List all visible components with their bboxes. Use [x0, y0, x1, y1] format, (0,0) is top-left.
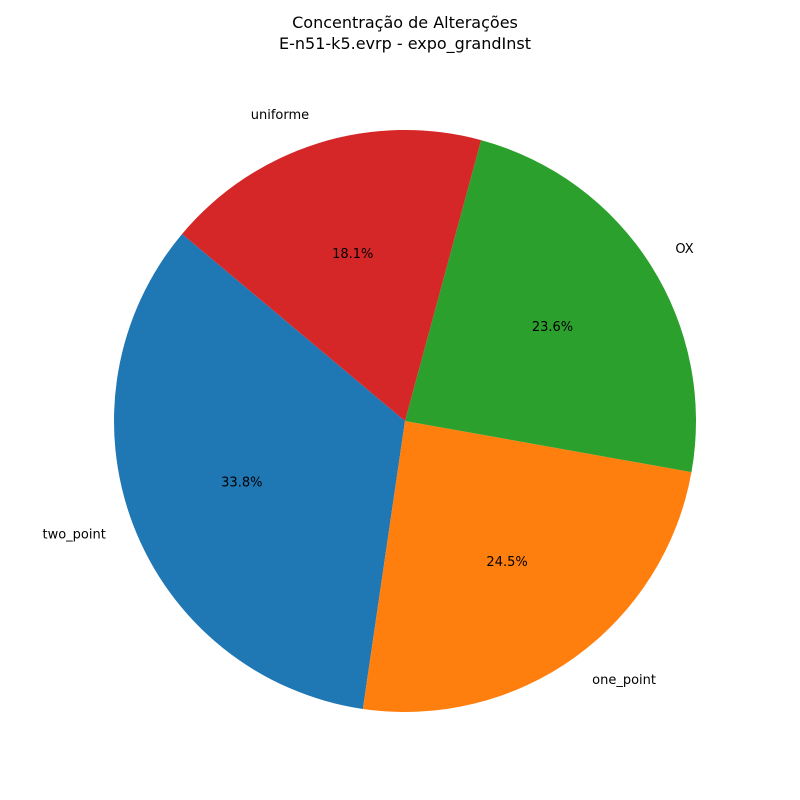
pie-slice-ox	[405, 140, 696, 473]
chart-subtitle: E-n51-k5.evrp - expo_grandInst	[279, 34, 531, 54]
slice-percent-ox: 23.6%	[532, 320, 573, 335]
pie-slice-uniforme	[182, 130, 482, 422]
chart-title: Concentração de Alterações	[292, 13, 518, 32]
slice-percent-one-point: 24.5%	[486, 555, 527, 570]
pie-labels: two_point 33.8% one_point 24.5% OX 23.6% unifo…	[42, 108, 693, 688]
slice-label-ox: OX	[675, 242, 693, 257]
slice-percent-uniforme: 18.1%	[332, 247, 373, 262]
slice-label-two-point: two_point	[42, 527, 105, 542]
slice-label-uniforme: uniforme	[251, 108, 309, 123]
pie-slices	[113, 130, 696, 713]
pie-slice-two-point	[113, 233, 406, 709]
pie-slice-one-point	[362, 421, 692, 713]
slice-percent-two-point: 33.8%	[221, 476, 262, 491]
slice-label-one-point: one_point	[592, 673, 656, 688]
